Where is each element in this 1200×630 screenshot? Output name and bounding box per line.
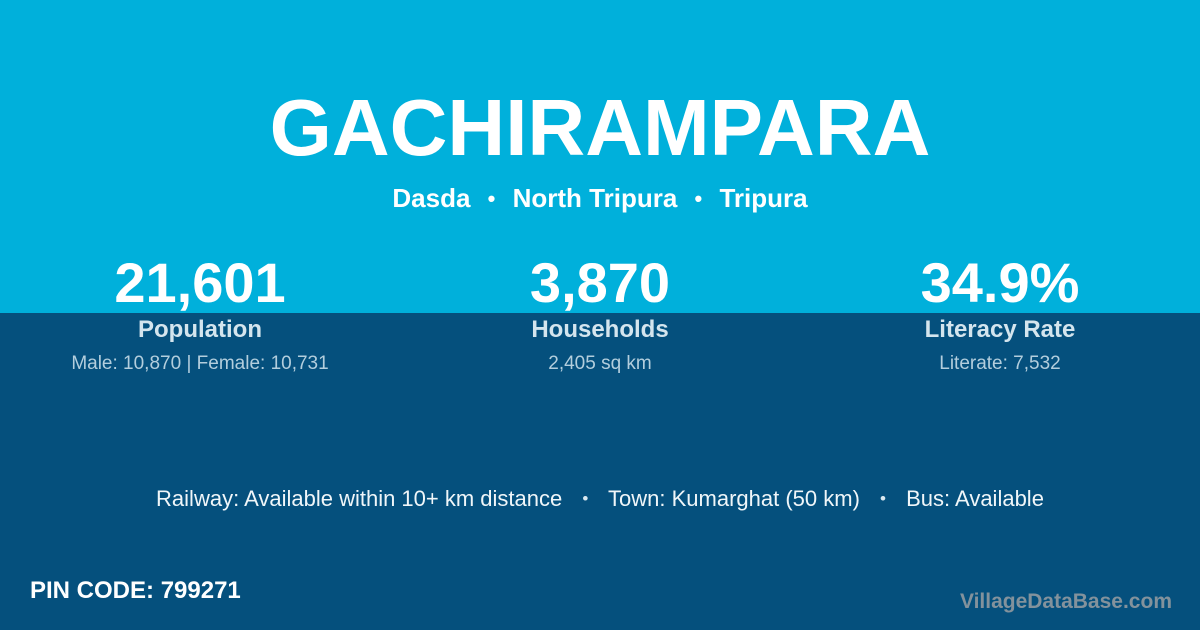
stats-labels-row: Population Households Literacy Rate <box>0 316 1200 344</box>
transport-info-line: Railway: Available within 10+ km distanc… <box>0 486 1200 512</box>
watermark-text: VillageDataBase.com <box>959 590 1172 613</box>
header-background <box>0 0 1200 313</box>
breadcrumb-block: Dasda <box>392 183 471 213</box>
households-value: 3,870 <box>529 251 671 314</box>
breadcrumb-state: Tripura <box>719 183 808 213</box>
literacy-rate-value: 34.9% <box>920 251 1080 314</box>
population-value: 21,601 <box>114 251 286 314</box>
bullet-separator-icon: • <box>582 489 589 508</box>
railway-info: Railway: Available within 10+ km distanc… <box>156 486 563 511</box>
bullet-separator-icon: • <box>880 489 886 508</box>
breadcrumb: Dasda • North Tripura • Tripura <box>0 183 1200 214</box>
bus-info: Bus: Available <box>906 486 1044 511</box>
details-background <box>0 313 1200 630</box>
population-label: Population <box>138 316 262 343</box>
pin-code-value: 799271 <box>160 577 241 604</box>
pin-code-label: PIN CODE: <box>30 577 155 604</box>
stats-details-row: Male: 10,870 | Female: 10,731 2,405 sq k… <box>0 353 1200 375</box>
village-name-title: GACHIRAMPARA <box>269 83 931 172</box>
pin-code: PIN CODE: 799271 <box>30 577 241 605</box>
stats-values-row: 21,601 3,870 34.9% <box>0 255 1200 311</box>
households-detail: 2,405 sq km <box>548 353 652 374</box>
literacy-rate-label: Literacy Rate <box>924 316 1076 343</box>
town-info: Town: Kumarghat (50 km) <box>608 486 860 511</box>
breadcrumb-district: North Tripura <box>512 183 678 213</box>
bullet-separator-icon: • <box>694 186 703 211</box>
population-detail: Male: 10,870 | Female: 10,731 <box>71 353 329 374</box>
literacy-rate-detail: Literate: 7,532 <box>939 353 1061 374</box>
bullet-separator-icon: • <box>487 186 496 211</box>
households-label: Households <box>531 316 669 343</box>
